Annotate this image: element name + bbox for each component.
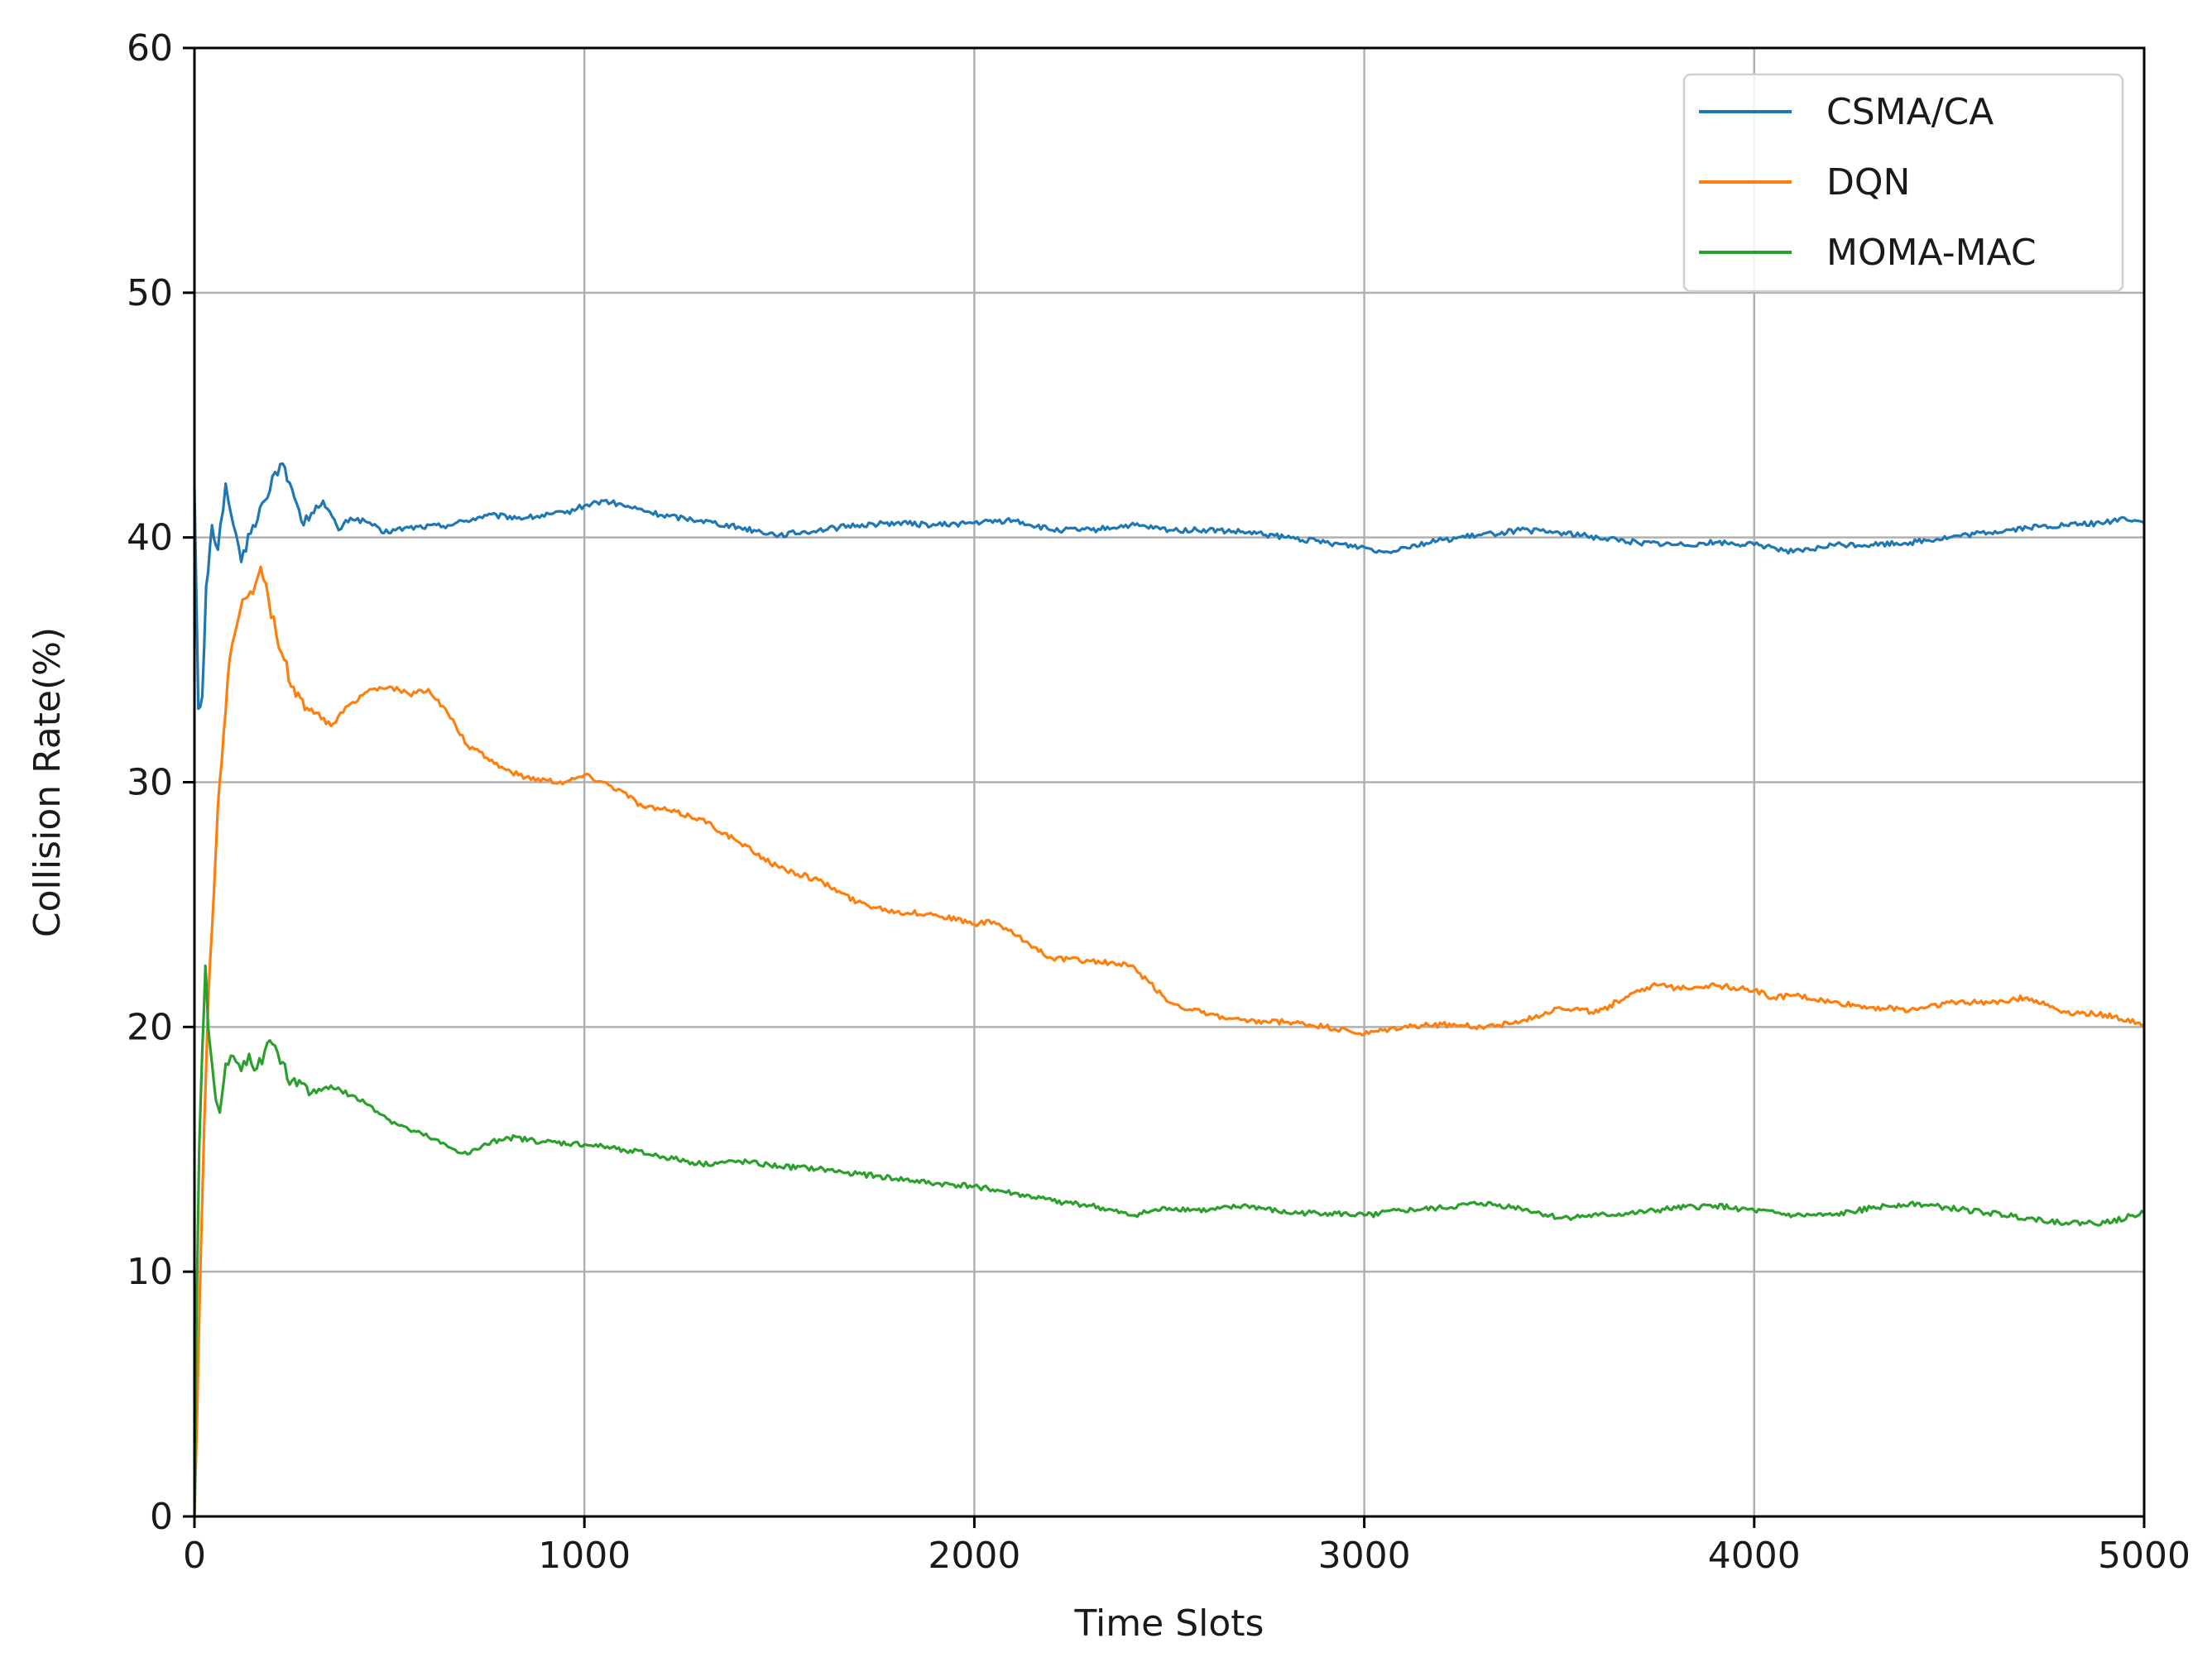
series-line-moma-mac [193,964,2146,1517]
x-tick-label: 0 [183,1535,206,1577]
y-tick-label: 60 [127,27,173,69]
y-tick-label: 0 [150,1496,173,1538]
series-line-dqn [193,565,2145,1517]
x-tick-label: 3000 [1318,1535,1411,1577]
series-line-csma-ca [193,462,2145,711]
x-tick-label: 4000 [1708,1535,1801,1577]
legend-label: CSMA/CA [1826,91,1994,133]
axis-ticks: 0 1000 2000 3000 4000 5000 0 10 20 30 40 50 60 [127,27,2190,1577]
y-tick-label: 10 [127,1251,173,1293]
y-tick-label: 40 [127,517,173,559]
legend-label: DQN [1826,161,1910,204]
x-tick-label: 2000 [928,1535,1020,1577]
legend-label: MOMA-MAC [1826,232,2037,274]
y-tick-label: 30 [127,762,173,804]
y-axis-label: Collision Rate(%) [26,627,69,937]
x-tick-label: 1000 [538,1535,631,1577]
series-lines [193,462,2146,1517]
x-tick-label: 5000 [2098,1535,2190,1577]
x-axis-label: Time Slots [1074,1602,1264,1645]
legend: CSMA/CA DQN MOMA-MAC [1682,73,2124,293]
grid [193,46,2146,1518]
legend-box [1682,73,2124,293]
y-tick-label: 50 [127,272,173,314]
y-tick-label: 20 [127,1006,173,1048]
